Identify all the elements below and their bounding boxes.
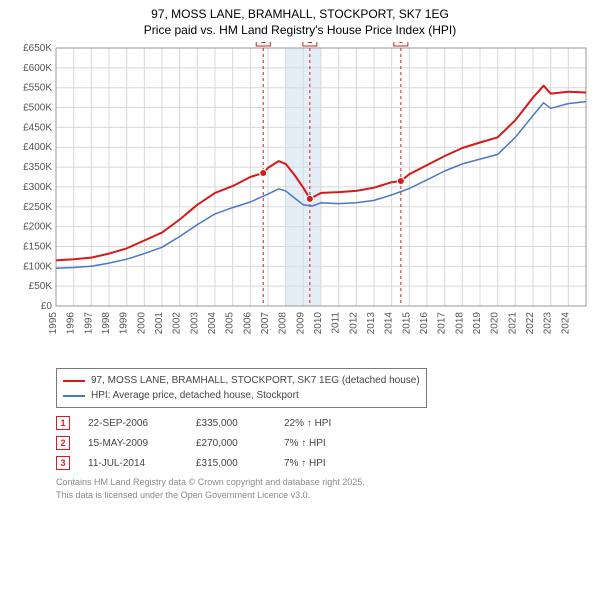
svg-text:2001: 2001	[154, 312, 165, 335]
svg-text:£200K: £200K	[23, 222, 52, 233]
svg-text:2010: 2010	[313, 312, 324, 335]
title-address: 97, MOSS LANE, BRAMHALL, STOCKPORT, SK7 …	[10, 6, 590, 22]
svg-text:2009: 2009	[295, 312, 306, 335]
svg-text:1998: 1998	[101, 312, 112, 335]
svg-text:2006: 2006	[242, 312, 253, 335]
svg-text:£600K: £600K	[23, 63, 52, 74]
legend-item: HPI: Average price, detached house, Stoc…	[63, 388, 420, 403]
svg-text:2004: 2004	[207, 312, 218, 335]
svg-text:1: 1	[261, 42, 266, 45]
event-row: 2 15-MAY-2009 £270,000 7% ↑ HPI	[56, 436, 590, 450]
legend-swatch	[63, 395, 85, 397]
svg-text:2021: 2021	[507, 312, 518, 335]
event-price: £270,000	[196, 438, 266, 449]
event-row: 3 11-JUL-2014 £315,000 7% ↑ HPI	[56, 456, 590, 470]
legend-item: 97, MOSS LANE, BRAMHALL, STOCKPORT, SK7 …	[63, 373, 420, 388]
event-price: £315,000	[196, 458, 266, 469]
svg-text:£300K: £300K	[23, 182, 52, 193]
svg-text:2012: 2012	[348, 312, 359, 335]
svg-text:2013: 2013	[366, 312, 377, 335]
svg-text:2022: 2022	[525, 312, 536, 335]
event-delta: 7% ↑ HPI	[284, 458, 326, 469]
chart-plot: £0 £50K £100K £150K £200K £250K £300K £350K £400…	[10, 42, 590, 362]
svg-text:2017: 2017	[437, 312, 448, 335]
svg-text:£350K: £350K	[23, 162, 52, 173]
svg-text:£650K: £650K	[23, 43, 52, 54]
svg-text:2016: 2016	[419, 312, 430, 335]
event-marker: 1	[56, 416, 70, 430]
event-date: 15-MAY-2009	[88, 438, 178, 449]
svg-text:2008: 2008	[278, 312, 289, 335]
svg-text:2005: 2005	[225, 312, 236, 335]
event-marker: 3	[56, 456, 70, 470]
svg-text:£150K: £150K	[23, 242, 52, 253]
svg-text:1999: 1999	[119, 312, 130, 335]
svg-text:£0: £0	[41, 301, 53, 312]
svg-text:1996: 1996	[66, 312, 77, 335]
chart-svg: £0 £50K £100K £150K £200K £250K £300K £350K £400…	[10, 42, 590, 362]
svg-text:1995: 1995	[48, 312, 59, 335]
svg-text:1997: 1997	[83, 312, 94, 335]
event-date: 22-SEP-2006	[88, 418, 178, 429]
svg-text:£100K: £100K	[23, 262, 52, 273]
event-marker: 2	[56, 436, 70, 450]
svg-text:2024: 2024	[560, 312, 571, 335]
svg-text:2: 2	[307, 42, 312, 45]
event-row: 1 22-SEP-2006 £335,000 22% ↑ HPI	[56, 416, 590, 430]
svg-text:£550K: £550K	[23, 83, 52, 94]
footer-line-2: This data is licensed under the Open Gov…	[56, 489, 590, 501]
footer-attribution: Contains HM Land Registry data © Crown c…	[56, 476, 590, 500]
svg-text:2003: 2003	[189, 312, 200, 335]
svg-text:2014: 2014	[384, 312, 395, 335]
svg-text:2000: 2000	[136, 312, 147, 335]
svg-text:£50K: £50K	[29, 282, 53, 293]
chart-title: 97, MOSS LANE, BRAMHALL, STOCKPORT, SK7 …	[10, 6, 590, 38]
svg-text:2020: 2020	[490, 312, 501, 335]
svg-text:3: 3	[398, 42, 403, 45]
svg-text:2015: 2015	[401, 312, 412, 335]
events-table: 1 22-SEP-2006 £335,000 22% ↑ HPI 2 15-MAY-200…	[56, 416, 590, 470]
svg-text:2023: 2023	[543, 312, 554, 335]
svg-text:£400K: £400K	[23, 143, 52, 154]
svg-text:£250K: £250K	[23, 202, 52, 213]
svg-text:2019: 2019	[472, 312, 483, 335]
svg-text:£450K: £450K	[23, 123, 52, 134]
svg-text:2018: 2018	[454, 312, 465, 335]
svg-text:£500K: £500K	[23, 103, 52, 114]
svg-text:2011: 2011	[331, 312, 342, 334]
event-date: 11-JUL-2014	[88, 458, 178, 469]
event-price: £335,000	[196, 418, 266, 429]
legend-label: HPI: Average price, detached house, Stoc…	[91, 388, 299, 403]
legend-label: 97, MOSS LANE, BRAMHALL, STOCKPORT, SK7 …	[91, 373, 420, 388]
event-delta: 7% ↑ HPI	[284, 438, 326, 449]
chart-container: 97, MOSS LANE, BRAMHALL, STOCKPORT, SK7 …	[0, 0, 600, 509]
svg-text:2007: 2007	[260, 312, 271, 335]
svg-text:2002: 2002	[172, 312, 183, 335]
footer-line-1: Contains HM Land Registry data © Crown c…	[56, 476, 590, 488]
legend-swatch	[63, 380, 85, 382]
legend: 97, MOSS LANE, BRAMHALL, STOCKPORT, SK7 …	[56, 368, 427, 408]
title-subtitle: Price paid vs. HM Land Registry's House …	[10, 22, 590, 38]
event-delta: 22% ↑ HPI	[284, 418, 331, 429]
